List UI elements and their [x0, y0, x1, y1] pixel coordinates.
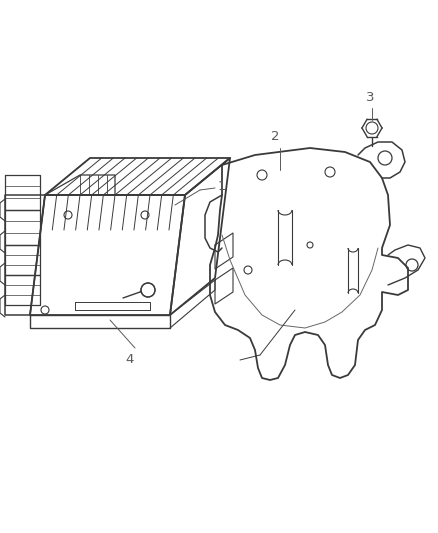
Circle shape — [141, 283, 155, 297]
Text: 3: 3 — [366, 91, 374, 104]
Text: 1: 1 — [218, 180, 226, 192]
Text: 4: 4 — [126, 353, 134, 366]
Text: 2: 2 — [271, 130, 279, 143]
